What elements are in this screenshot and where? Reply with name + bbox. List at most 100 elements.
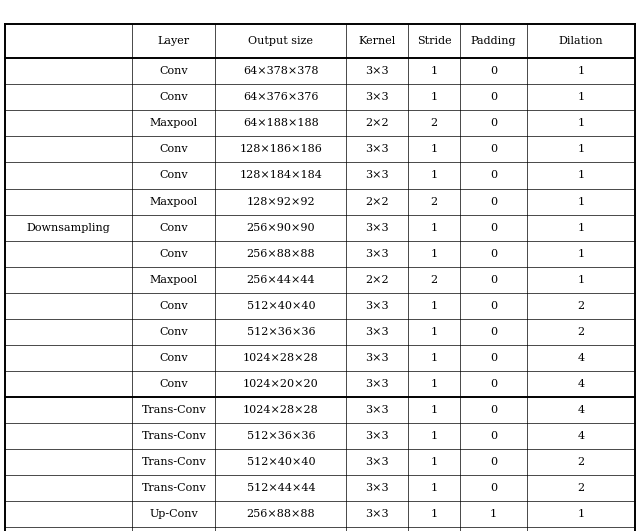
Text: Maxpool: Maxpool bbox=[150, 196, 198, 207]
Text: 0: 0 bbox=[490, 301, 497, 311]
Text: 1: 1 bbox=[431, 379, 438, 389]
Text: 1: 1 bbox=[577, 92, 584, 102]
Text: 3×3: 3×3 bbox=[365, 301, 389, 311]
Text: 512×40×40: 512×40×40 bbox=[246, 457, 316, 467]
Text: 512×44×44: 512×44×44 bbox=[246, 483, 316, 493]
Text: 1: 1 bbox=[577, 509, 584, 519]
Text: 3×3: 3×3 bbox=[365, 405, 389, 415]
Text: Conv: Conv bbox=[159, 170, 188, 181]
Text: Output size: Output size bbox=[248, 36, 314, 46]
Text: 1024×28×28: 1024×28×28 bbox=[243, 353, 319, 363]
Text: 3×3: 3×3 bbox=[365, 457, 389, 467]
Text: 1: 1 bbox=[431, 405, 438, 415]
Text: 4: 4 bbox=[577, 353, 584, 363]
Text: 256×88×88: 256×88×88 bbox=[246, 249, 316, 259]
Text: 0: 0 bbox=[490, 118, 497, 129]
Text: Trans-Conv: Trans-Conv bbox=[141, 431, 206, 441]
Text: 1: 1 bbox=[431, 66, 438, 76]
Text: 0: 0 bbox=[490, 144, 497, 155]
Text: 3×3: 3×3 bbox=[365, 483, 389, 493]
Text: 0: 0 bbox=[490, 222, 497, 233]
Text: Conv: Conv bbox=[159, 144, 188, 155]
Text: Conv: Conv bbox=[159, 66, 188, 76]
Text: 1: 1 bbox=[431, 483, 438, 493]
Text: Trans-Conv: Trans-Conv bbox=[141, 483, 206, 493]
Text: Conv: Conv bbox=[159, 222, 188, 233]
Text: Layer: Layer bbox=[158, 36, 190, 46]
Text: 0: 0 bbox=[490, 457, 497, 467]
Text: Conv: Conv bbox=[159, 249, 188, 259]
Text: 1: 1 bbox=[431, 431, 438, 441]
Text: 0: 0 bbox=[490, 379, 497, 389]
Text: Up-Conv: Up-Conv bbox=[150, 509, 198, 519]
Text: 1: 1 bbox=[431, 457, 438, 467]
Text: 1: 1 bbox=[431, 170, 438, 181]
Text: 2×2: 2×2 bbox=[365, 196, 389, 207]
Text: Conv: Conv bbox=[159, 379, 188, 389]
Text: 256×88×88: 256×88×88 bbox=[246, 509, 316, 519]
Text: 2×2: 2×2 bbox=[365, 118, 389, 129]
Text: 1: 1 bbox=[490, 509, 497, 519]
Text: 0: 0 bbox=[490, 431, 497, 441]
Text: 512×40×40: 512×40×40 bbox=[246, 301, 316, 311]
Text: 512×36×36: 512×36×36 bbox=[246, 431, 316, 441]
Text: 1: 1 bbox=[577, 275, 584, 285]
Text: 3×3: 3×3 bbox=[365, 379, 389, 389]
Text: Maxpool: Maxpool bbox=[150, 275, 198, 285]
Text: 4: 4 bbox=[577, 379, 584, 389]
Text: 256×44×44: 256×44×44 bbox=[246, 275, 316, 285]
Text: 2: 2 bbox=[431, 275, 438, 285]
Text: 3×3: 3×3 bbox=[365, 249, 389, 259]
Text: 64×376×376: 64×376×376 bbox=[243, 92, 319, 102]
Text: 3×3: 3×3 bbox=[365, 222, 389, 233]
Text: 3×3: 3×3 bbox=[365, 353, 389, 363]
Text: 2×2: 2×2 bbox=[365, 275, 389, 285]
Text: 0: 0 bbox=[490, 405, 497, 415]
Text: 512×36×36: 512×36×36 bbox=[246, 327, 316, 337]
Text: 0: 0 bbox=[490, 196, 497, 207]
Text: Conv: Conv bbox=[159, 301, 188, 311]
Text: 3×3: 3×3 bbox=[365, 144, 389, 155]
Text: 128×92×92: 128×92×92 bbox=[246, 196, 316, 207]
Text: 0: 0 bbox=[490, 92, 497, 102]
Text: Conv: Conv bbox=[159, 327, 188, 337]
Text: Conv: Conv bbox=[159, 92, 188, 102]
Text: 0: 0 bbox=[490, 483, 497, 493]
Text: 3×3: 3×3 bbox=[365, 170, 389, 181]
Text: 64×188×188: 64×188×188 bbox=[243, 118, 319, 129]
Text: 1: 1 bbox=[431, 92, 438, 102]
Text: 1: 1 bbox=[431, 144, 438, 155]
Text: 3×3: 3×3 bbox=[365, 509, 389, 519]
Text: 0: 0 bbox=[490, 170, 497, 181]
Text: 1024×20×20: 1024×20×20 bbox=[243, 379, 319, 389]
Text: 2: 2 bbox=[577, 457, 584, 467]
Text: 2: 2 bbox=[431, 118, 438, 129]
Text: 1: 1 bbox=[431, 353, 438, 363]
Text: 2: 2 bbox=[431, 196, 438, 207]
Text: 0: 0 bbox=[490, 327, 497, 337]
Text: 64×378×378: 64×378×378 bbox=[243, 66, 319, 76]
Text: 0: 0 bbox=[490, 66, 497, 76]
Text: 1: 1 bbox=[431, 222, 438, 233]
Text: 0: 0 bbox=[490, 275, 497, 285]
Text: Maxpool: Maxpool bbox=[150, 118, 198, 129]
Text: 1: 1 bbox=[431, 509, 438, 519]
Text: Trans-Conv: Trans-Conv bbox=[141, 457, 206, 467]
Text: 1: 1 bbox=[431, 249, 438, 259]
Text: Stride: Stride bbox=[417, 36, 451, 46]
Text: 128×184×184: 128×184×184 bbox=[239, 170, 323, 181]
Text: 3×3: 3×3 bbox=[365, 431, 389, 441]
Text: 256×90×90: 256×90×90 bbox=[246, 222, 316, 233]
Text: 2: 2 bbox=[577, 301, 584, 311]
Text: 0: 0 bbox=[490, 249, 497, 259]
Text: 1: 1 bbox=[577, 66, 584, 76]
Text: Padding: Padding bbox=[471, 36, 516, 46]
Text: Conv: Conv bbox=[159, 353, 188, 363]
Text: 3×3: 3×3 bbox=[365, 327, 389, 337]
Text: 1: 1 bbox=[577, 144, 584, 155]
Text: Trans-Conv: Trans-Conv bbox=[141, 405, 206, 415]
Text: 4: 4 bbox=[577, 405, 584, 415]
Text: 1: 1 bbox=[431, 327, 438, 337]
Text: 3×3: 3×3 bbox=[365, 66, 389, 76]
Text: 4: 4 bbox=[577, 431, 584, 441]
